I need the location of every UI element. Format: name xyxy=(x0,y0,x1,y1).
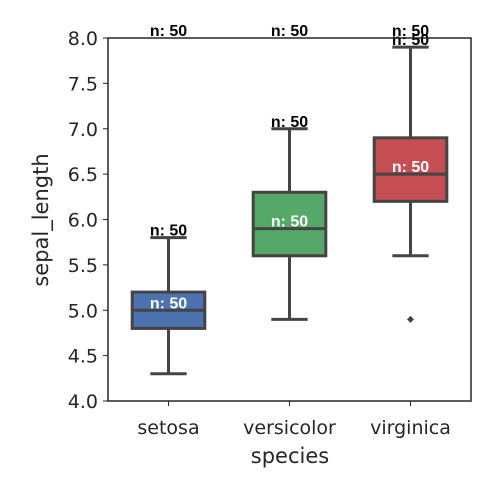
y-tick-label: 7.5 xyxy=(68,73,98,95)
y-tick-label: 4.0 xyxy=(68,391,98,413)
count-annotation: n: 50 xyxy=(271,23,308,40)
plot-frame xyxy=(107,37,472,402)
y-tick-label: 5.5 xyxy=(68,255,98,277)
count-annotation: n: 50 xyxy=(392,23,429,40)
x-tick-label: setosa xyxy=(137,417,199,439)
plot-area: 4.0 4.5 5.0 5.5 6.0 6.5 7.0 7.5 8.0 setosa versico… xyxy=(68,23,472,439)
count-annotation: n: 50 xyxy=(392,32,429,49)
y-tick-label: 8.0 xyxy=(68,28,98,50)
outlier-point xyxy=(407,315,414,323)
y-axis-label: sepal_length xyxy=(29,153,54,286)
count-annotation: n: 50 xyxy=(150,223,187,240)
box-virginica xyxy=(372,136,449,203)
y-tick-label: 5.0 xyxy=(68,300,98,322)
count-annotation: n: 50 xyxy=(392,159,429,176)
y-tick-label: 7.0 xyxy=(68,119,98,141)
count-annotation: n: 50 xyxy=(150,295,187,312)
y-tick-label: 6.5 xyxy=(68,164,98,186)
x-axis-label: species xyxy=(251,444,329,468)
y-tick-label: 6.0 xyxy=(68,210,98,232)
count-annotation: n: 50 xyxy=(271,114,308,131)
x-tick-label: virginica xyxy=(370,417,451,439)
y-tick-label: 4.5 xyxy=(68,346,98,368)
x-tick-label: versicolor xyxy=(243,417,336,439)
count-annotation: n: 50 xyxy=(150,23,187,40)
count-annotation: n: 50 xyxy=(271,214,308,231)
box-versicolor xyxy=(251,190,328,258)
